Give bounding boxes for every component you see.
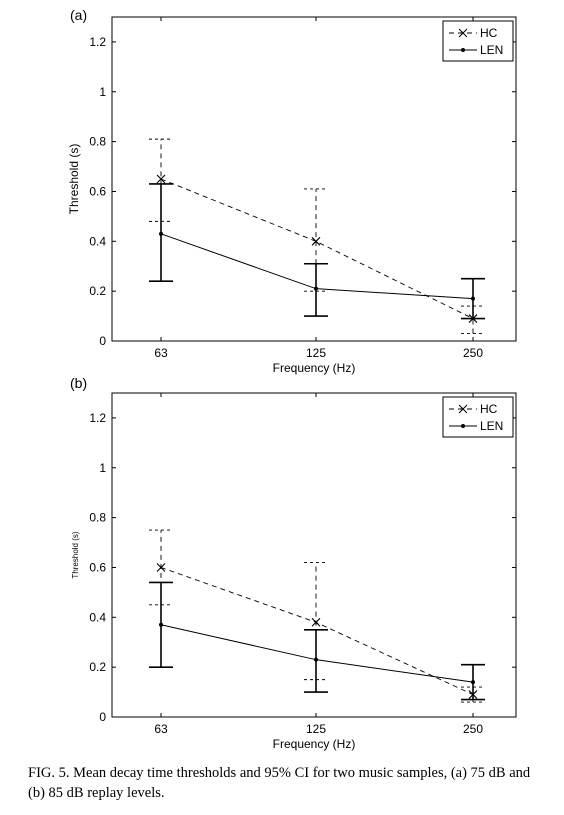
legend-marker-len: [461, 424, 465, 428]
x-axis-label: Frequency (Hz): [273, 737, 356, 751]
data-point-hc: [311, 236, 321, 246]
plot-frame: [111, 392, 517, 718]
panel-label: (a): [70, 7, 87, 23]
x-tick-label: 125: [306, 722, 326, 736]
legend-marker-hc: [458, 28, 468, 38]
data-point-len: [471, 296, 475, 301]
y-tick-label: 0.4: [89, 234, 106, 248]
x-tick-label: 63: [154, 346, 168, 360]
y-tick-label: 1: [99, 461, 106, 475]
panel-label: (b): [70, 375, 87, 391]
legend-label-hc: HC: [480, 402, 498, 416]
legend-label-len: LEN: [480, 43, 503, 57]
data-point-len: [159, 231, 163, 236]
x-axis-label: Frequency (Hz): [273, 361, 356, 375]
x-tick-label: 250: [463, 722, 483, 736]
y-tick-label: 0.6: [89, 560, 106, 574]
data-point-len: [314, 286, 318, 291]
legend-box: [442, 20, 514, 62]
y-axis-label: Threshold (s): [71, 531, 80, 578]
plot-frame: [111, 16, 517, 342]
y-tick-label: 1.2: [89, 411, 106, 425]
legend-marker-len: [461, 48, 465, 52]
y-tick-label: 1.2: [89, 35, 106, 49]
data-point-hc: [311, 617, 321, 627]
data-point-hc: [156, 174, 166, 184]
data-point-len: [159, 622, 163, 627]
y-tick-label: 0.2: [89, 284, 106, 298]
y-tick-label: 0: [99, 334, 106, 348]
x-tick-label: 125: [306, 346, 326, 360]
legend-label-hc: HC: [480, 26, 498, 40]
series-line-hc: [160, 178, 474, 319]
data-point-len: [471, 680, 475, 685]
legend-label-len: LEN: [480, 419, 503, 433]
y-axis-label: Threshold (s): [67, 144, 81, 215]
x-tick-label: 63: [154, 722, 168, 736]
x-tick-label: 250: [463, 346, 483, 360]
y-tick-label: 1: [99, 85, 106, 99]
figure-caption: FIG. 5. Mean decay time thresholds and 9…: [28, 765, 531, 801]
y-tick-label: 0: [99, 710, 106, 724]
y-tick-label: 0.4: [89, 610, 106, 624]
data-point-hc: [156, 563, 166, 572]
legend-box: [442, 396, 514, 438]
data-point-len: [314, 657, 318, 662]
series-line-len: [160, 624, 474, 683]
legend-marker-hc: [458, 404, 468, 414]
y-tick-label: 0.2: [89, 660, 106, 674]
y-tick-label: 0.6: [89, 184, 106, 198]
y-tick-label: 0.8: [89, 511, 106, 525]
y-tick-label: 0.8: [89, 135, 106, 149]
figure: (a) 0 0.2 0.4 0.6 0.8 1 1.2 63 125 250 Frequency (H…: [67, 7, 517, 751]
